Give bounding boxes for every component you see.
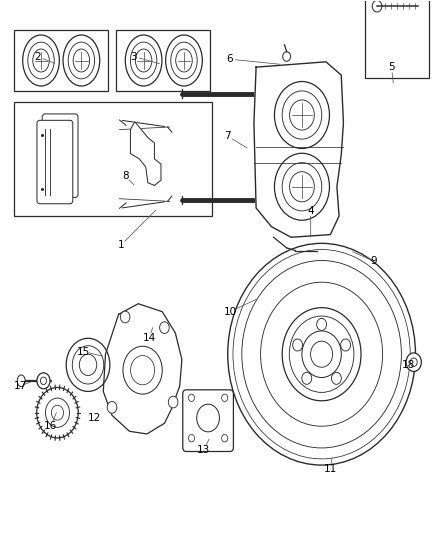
Ellipse shape	[17, 375, 25, 386]
Text: 18: 18	[402, 360, 416, 370]
Ellipse shape	[176, 49, 192, 72]
Ellipse shape	[131, 42, 157, 79]
Ellipse shape	[406, 353, 421, 372]
Ellipse shape	[282, 91, 322, 139]
Polygon shape	[103, 304, 182, 434]
Ellipse shape	[332, 373, 341, 384]
Bar	[14, 102, 212, 216]
Text: 3: 3	[131, 52, 137, 61]
Ellipse shape	[410, 358, 417, 367]
Bar	[14, 30, 108, 91]
Ellipse shape	[341, 339, 350, 351]
Ellipse shape	[159, 322, 169, 334]
Text: 11: 11	[324, 464, 337, 473]
Bar	[365, 0, 428, 78]
Ellipse shape	[222, 394, 228, 401]
Text: 17: 17	[14, 381, 27, 391]
Ellipse shape	[123, 346, 162, 394]
Ellipse shape	[51, 405, 64, 420]
Polygon shape	[131, 122, 161, 185]
Text: 9: 9	[371, 256, 377, 266]
Ellipse shape	[275, 82, 329, 149]
Text: 8: 8	[122, 171, 128, 181]
Text: 12: 12	[88, 413, 101, 423]
Ellipse shape	[311, 341, 332, 367]
Ellipse shape	[63, 35, 100, 86]
Ellipse shape	[107, 401, 117, 413]
Ellipse shape	[171, 42, 197, 79]
Ellipse shape	[197, 404, 219, 432]
Text: 14: 14	[142, 333, 156, 343]
Ellipse shape	[168, 396, 178, 408]
Ellipse shape	[33, 49, 49, 72]
Ellipse shape	[228, 244, 416, 465]
Ellipse shape	[282, 163, 322, 211]
Ellipse shape	[46, 398, 70, 427]
Ellipse shape	[37, 373, 50, 389]
Polygon shape	[254, 62, 343, 237]
Ellipse shape	[290, 172, 314, 202]
Ellipse shape	[289, 316, 354, 392]
Ellipse shape	[317, 318, 327, 330]
Ellipse shape	[66, 338, 110, 391]
Ellipse shape	[302, 373, 312, 384]
Ellipse shape	[40, 377, 46, 384]
Ellipse shape	[222, 434, 228, 442]
Text: 13: 13	[197, 445, 210, 455]
Ellipse shape	[188, 394, 194, 401]
Ellipse shape	[275, 154, 329, 220]
Ellipse shape	[125, 35, 162, 86]
Text: 2: 2	[35, 52, 41, 61]
Ellipse shape	[282, 308, 361, 401]
Ellipse shape	[372, 1, 382, 12]
Ellipse shape	[290, 100, 314, 130]
FancyBboxPatch shape	[183, 390, 233, 451]
Ellipse shape	[79, 354, 97, 375]
Text: 4: 4	[307, 206, 314, 216]
Ellipse shape	[166, 35, 202, 86]
Text: 6: 6	[226, 54, 233, 64]
Text: 15: 15	[77, 346, 90, 357]
Text: 16: 16	[44, 421, 57, 431]
Ellipse shape	[233, 249, 410, 459]
FancyBboxPatch shape	[42, 114, 78, 197]
Ellipse shape	[37, 387, 78, 438]
Ellipse shape	[23, 35, 60, 86]
Ellipse shape	[188, 434, 194, 442]
Ellipse shape	[73, 49, 90, 72]
Ellipse shape	[135, 49, 152, 72]
Text: 5: 5	[388, 62, 395, 72]
Bar	[117, 30, 210, 91]
Ellipse shape	[242, 261, 401, 448]
Ellipse shape	[72, 346, 104, 384]
Text: 7: 7	[224, 131, 231, 141]
Ellipse shape	[120, 311, 130, 323]
Ellipse shape	[131, 356, 155, 385]
Ellipse shape	[283, 52, 290, 61]
Ellipse shape	[302, 331, 341, 377]
Ellipse shape	[261, 282, 383, 426]
Text: 10: 10	[223, 306, 237, 317]
Ellipse shape	[293, 339, 303, 351]
Ellipse shape	[68, 42, 95, 79]
FancyBboxPatch shape	[37, 120, 73, 204]
Text: 1: 1	[117, 240, 124, 250]
Ellipse shape	[28, 42, 54, 79]
